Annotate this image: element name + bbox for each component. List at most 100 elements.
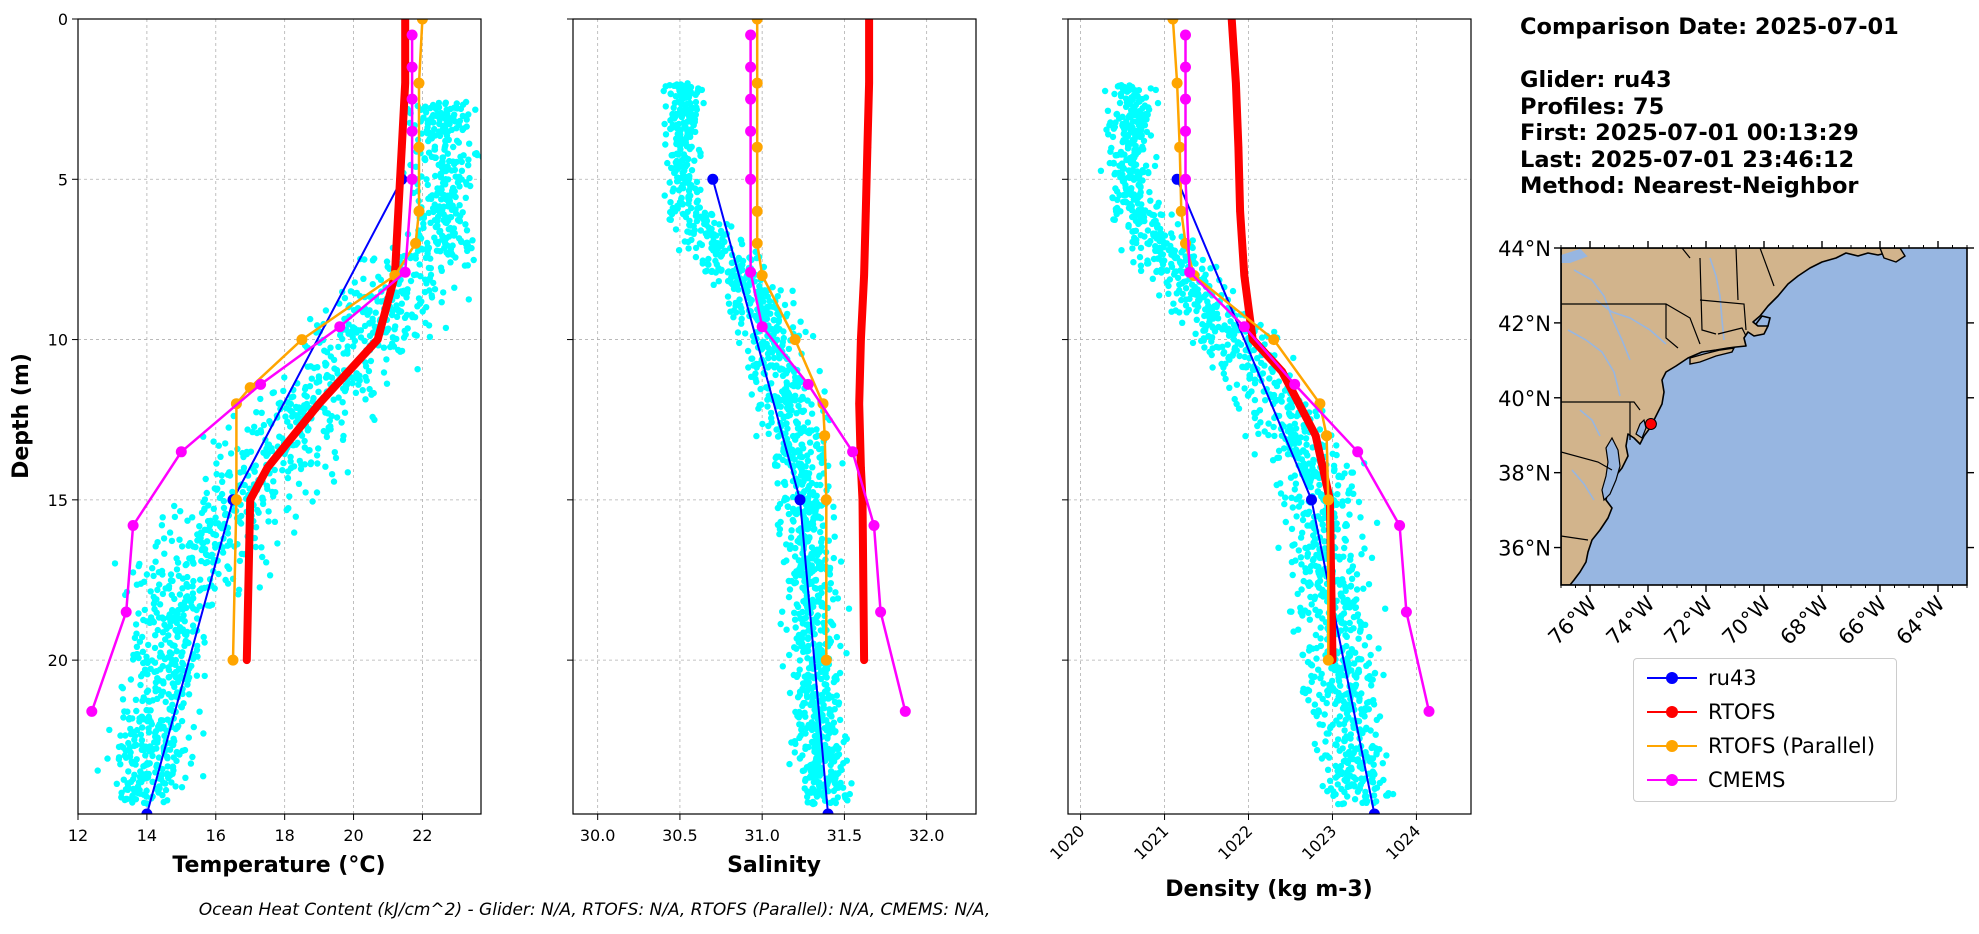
density-glider-point [1125, 131, 1132, 139]
density-glider-point [1336, 713, 1344, 720]
salinity-glider-point [763, 315, 771, 322]
density-glider-point [1112, 205, 1120, 213]
salinity-glider-point [818, 543, 825, 551]
temperature-glider-point [134, 789, 141, 797]
density-glider-point [1353, 672, 1360, 679]
salinity-glider-point [798, 726, 805, 733]
density-rtofs-line [1227, 19, 1337, 665]
salinity-glider-point [722, 247, 729, 254]
density-glider-point [1106, 159, 1114, 167]
density-glider-point [1348, 667, 1355, 674]
temperature-glider-point [217, 453, 224, 460]
temperature-glider-point [372, 309, 379, 316]
temperature-glider-point [285, 505, 292, 512]
density-glider-point [1343, 633, 1351, 640]
density-glider-point [1352, 681, 1360, 688]
salinity-glider-point [745, 364, 752, 371]
density-glider-point [1347, 743, 1355, 750]
salinity-glider-point [792, 708, 799, 716]
salinity-rtofs-point [865, 19, 873, 23]
density-glider-point [1185, 306, 1193, 313]
temperature-glider-point [313, 489, 321, 496]
temperature-glider-point [440, 289, 447, 296]
salinity-glider-point [797, 472, 805, 479]
salinity-glider-point [766, 297, 773, 305]
density-glider-point [1348, 766, 1355, 773]
density-glider-point [1338, 692, 1346, 700]
density-glider-point [1372, 731, 1379, 738]
temperature-glider-point [160, 535, 168, 542]
density-glider-point [1357, 514, 1364, 521]
temperature-glider-point [193, 606, 200, 614]
salinity-glider-point [692, 91, 699, 99]
density-glider-point [1125, 221, 1132, 229]
temperature-glider-point [178, 717, 186, 725]
temperature-glider-point [263, 559, 270, 566]
temperature-glider-point [152, 543, 159, 550]
salinity-glider-point [748, 391, 755, 398]
density-glider-point [1367, 651, 1374, 659]
temperature-glider-point [393, 313, 401, 320]
temperature-glider-point [196, 523, 203, 530]
temperature-glider-point [424, 245, 431, 252]
temperature-glider-point [154, 586, 161, 594]
temperature-glider-point [171, 513, 179, 521]
temperature-glider-point [257, 395, 264, 403]
temperature-glider-point [447, 259, 454, 266]
density-glider-point [1358, 690, 1365, 697]
temperature-glider-point [136, 638, 144, 645]
density-glider-point [1123, 84, 1131, 92]
density-glider-point [1265, 431, 1272, 439]
density-glider-point [1352, 649, 1359, 656]
temperature-glider-point [174, 633, 181, 641]
density-glider-point [1129, 228, 1136, 235]
salinity-glider-point [687, 184, 694, 191]
temperature-glider-point [160, 678, 167, 685]
salinity-glider-point [769, 284, 776, 291]
density-cmems-point [1180, 173, 1191, 185]
density-glider-point [1165, 282, 1172, 290]
salinity-glider-point [774, 293, 781, 300]
density-glider-point [1199, 256, 1207, 264]
temperature-glider-point [143, 787, 150, 794]
density-xtick-label: 1022 [1214, 821, 1256, 863]
map-lon-label: 74°W [1602, 591, 1660, 649]
temperature-glider-point [115, 743, 123, 751]
salinity-glider-point [799, 767, 806, 775]
temperature-glider-point [161, 732, 168, 740]
density-glider-point [1319, 586, 1326, 593]
temperature-glider-point [263, 445, 270, 452]
salinity-glider-point [794, 425, 802, 432]
density-glider-point [1214, 315, 1222, 322]
temperature-glider-point [196, 587, 203, 594]
temperature-glider-point [466, 140, 473, 147]
density-glider-point [1333, 742, 1340, 749]
density-glider-point [1282, 494, 1289, 501]
legend-label-rtofs-parallel: RTOFS (Parallel) [1708, 734, 1876, 758]
temperature-glider-point [164, 755, 171, 762]
temperature-glider-point [438, 164, 445, 171]
temperature-rtofs-parallel-point [413, 77, 425, 89]
density-glider-point [1171, 254, 1179, 262]
density-glider-point [1131, 107, 1139, 114]
temperature-glider-point [149, 745, 156, 753]
temperature-glider-point [456, 183, 463, 190]
density-glider-point [1298, 561, 1305, 568]
temperature-glider-point [201, 672, 208, 680]
salinity-glider-point [736, 339, 743, 347]
legend-item-rtofs: RTOFS [1642, 697, 1775, 727]
salinity-glider-point [715, 278, 722, 285]
density-glider-point [1314, 579, 1322, 586]
salinity-glider-point [694, 197, 701, 204]
temperature-glider-point [147, 588, 154, 595]
density-glider-point [1316, 572, 1324, 580]
density-glider-point [1307, 593, 1314, 601]
salinity-glider-point [679, 201, 686, 208]
salinity-rtofs-point [858, 496, 867, 504]
temperature-glider-point [145, 725, 152, 732]
salinity-rtofs-parallel-point [820, 654, 832, 666]
temperature-glider-point [165, 674, 172, 681]
temperature-glider-point [306, 447, 313, 454]
map-rivers [1567, 257, 1725, 501]
temperature-glider-point [424, 181, 431, 189]
